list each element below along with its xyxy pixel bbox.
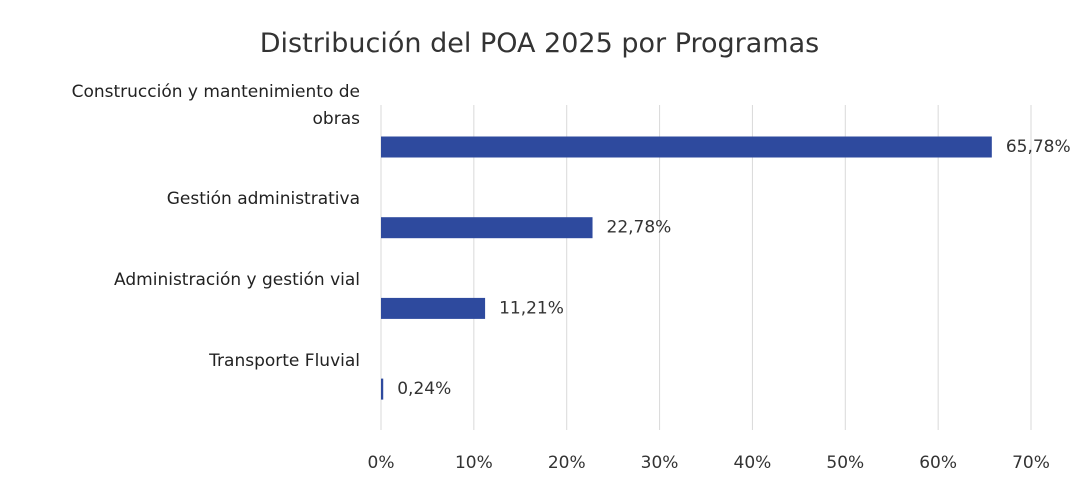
bar [381, 297, 486, 319]
data-label: 0,24% [397, 379, 451, 399]
category-label: Transporte Fluvial [209, 350, 360, 371]
x-tick-label: 60% [919, 453, 957, 473]
x-tick-label: 50% [826, 453, 864, 473]
data-label: 65,78% [1006, 137, 1071, 157]
bar [381, 378, 384, 400]
category-label: Construcción y mantenimiento de obras [71, 81, 360, 129]
x-tick-label: 10% [455, 453, 493, 473]
x-tick-label: 30% [641, 453, 679, 473]
data-label: 11,21% [499, 298, 564, 318]
x-tick-label: 0% [368, 453, 395, 473]
x-tick-label: 70% [1012, 453, 1050, 473]
bar [381, 136, 992, 158]
bar [381, 217, 593, 239]
category-label: Administración y gestión vial [114, 269, 360, 290]
data-label: 22,78% [607, 218, 672, 238]
category-label: Gestión administrativa [166, 189, 360, 210]
x-tick-label: 40% [734, 453, 772, 473]
chart-title: Distribución del POA 2025 por Programas [259, 28, 820, 59]
x-tick-label: 20% [548, 453, 586, 473]
